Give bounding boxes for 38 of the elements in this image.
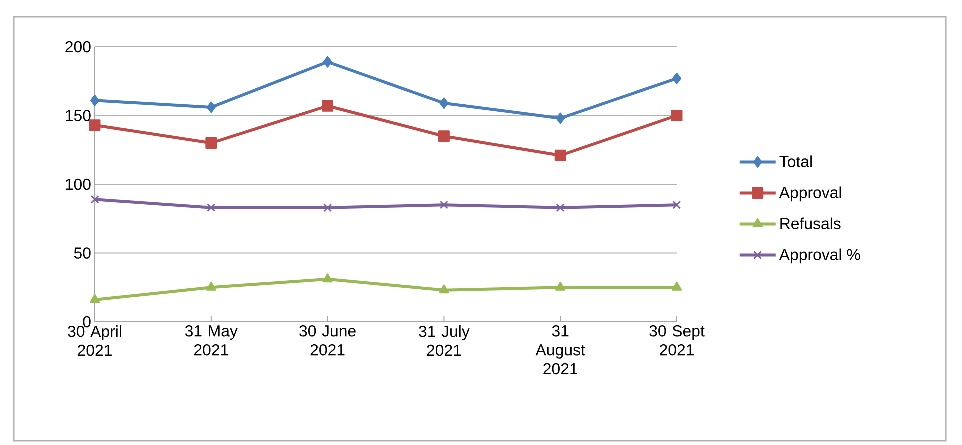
- point: [672, 200, 682, 210]
- legend-label: Approval %: [779, 248, 860, 264]
- point: [438, 130, 450, 142]
- y-tick-label: 150: [66, 110, 91, 122]
- point: [206, 138, 218, 149]
- point: [90, 94, 100, 106]
- x-tick-label: 30 June 2021: [300, 326, 356, 356]
- legend-label: Approval: [779, 186, 842, 202]
- legend-label: Total: [780, 156, 812, 168]
- y-tick-label: 0: [83, 316, 91, 328]
- point: [671, 110, 683, 122]
- y-tick-label: 200: [66, 41, 91, 53]
- point: [440, 98, 449, 110]
- point: [206, 282, 216, 291]
- point: [556, 204, 565, 212]
- point: [90, 195, 100, 204]
- y-tick-label: 100: [66, 178, 91, 190]
- point: [207, 204, 216, 212]
- point: [440, 200, 448, 210]
- y-tick-label: 50: [74, 248, 91, 259]
- x-tick-label: 31 August 2021: [536, 326, 586, 375]
- point: [556, 112, 566, 124]
- point: [323, 56, 332, 68]
- point: [206, 102, 216, 114]
- x-tick-label: 31 May 2021: [185, 326, 238, 356]
- point: [89, 120, 101, 132]
- point: [556, 282, 566, 291]
- point: [672, 282, 682, 291]
- x-tick-label: 30 Sept 2021: [650, 326, 705, 356]
- point: [554, 150, 566, 162]
- point: [322, 274, 333, 283]
- point: [439, 284, 450, 294]
- point: [322, 100, 334, 112]
- x-tick-label: 31 July 2021: [419, 326, 470, 356]
- point: [672, 72, 682, 84]
- legend-label: Refusals: [780, 218, 841, 230]
- point: [90, 294, 100, 304]
- point: [324, 204, 332, 212]
